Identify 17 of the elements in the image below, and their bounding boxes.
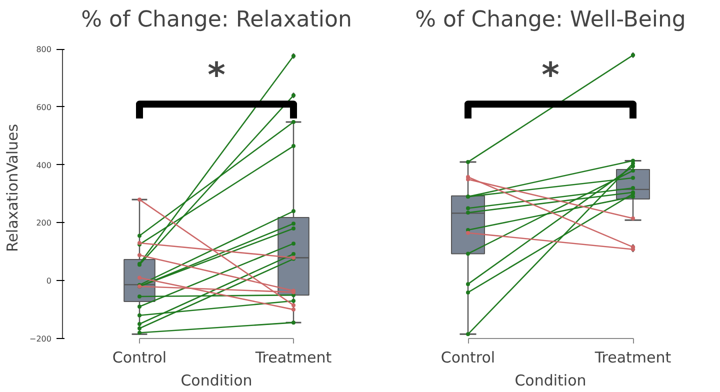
y-tick-label: 0	[46, 276, 52, 286]
annotation: *	[208, 55, 226, 96]
y-axis-title: RelaxationValues	[4, 124, 22, 252]
y-tick-label: 800	[36, 45, 52, 54]
x-tick-label: Treatment	[594, 348, 672, 366]
x-axis-title: Condition	[180, 372, 252, 390]
y-tick-label: 400	[36, 160, 52, 170]
y-tick-label: 200	[36, 218, 52, 228]
annotation: *	[542, 55, 560, 96]
x-tick-label: Control	[112, 348, 167, 366]
x-tick-label: Control	[440, 348, 496, 366]
y-tick-label: 600	[36, 102, 52, 112]
x-tick-label: Treatment	[254, 348, 332, 366]
y-tick-label: −200	[30, 334, 52, 344]
chart-title: % of Change: Well-Being	[415, 8, 686, 32]
x-axis-title: Condition	[514, 372, 586, 390]
chart-title: % of Change: Relaxation	[81, 8, 352, 32]
